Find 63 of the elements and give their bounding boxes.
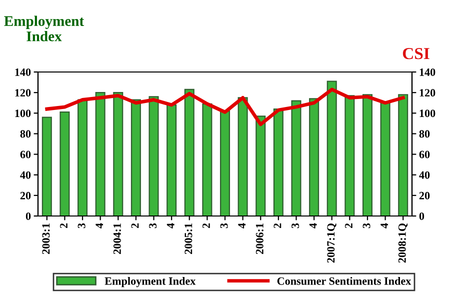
- bar: [344, 95, 355, 216]
- legend-label: Employment Index: [104, 277, 196, 288]
- bar: [148, 96, 159, 216]
- x-tick-label: 2004:1: [113, 224, 121, 254]
- y2-tick-label: 20: [419, 192, 430, 200]
- y-tick-label: 20: [20, 192, 31, 200]
- bar: [256, 116, 266, 216]
- bar: [113, 92, 124, 216]
- x-tick-label: 2005:1: [184, 224, 192, 254]
- x-tick-label: 2: [274, 223, 282, 228]
- bar: [220, 110, 230, 216]
- bar: [60, 112, 70, 216]
- x-tick-label: 4: [166, 223, 174, 228]
- bar: [95, 92, 106, 216]
- y2-tick-label: 60: [419, 150, 430, 158]
- bar: [78, 99, 88, 216]
- x-tick-label: 2: [202, 223, 210, 228]
- x-tick-label: 2003:1: [42, 224, 50, 254]
- x-tick-label: 4: [380, 223, 388, 228]
- y2-tick-label: 40: [419, 171, 430, 179]
- x-tick-label: 3: [78, 223, 86, 228]
- legend-label: Consumer Sentiments Index: [277, 277, 412, 285]
- x-tick-label: 3: [292, 223, 300, 228]
- x-tick-label: 2: [131, 223, 139, 228]
- y-tick-label: 80: [20, 130, 31, 138]
- bar: [362, 94, 372, 216]
- bar: [238, 97, 248, 216]
- y2-axis-title: CSI: [402, 48, 430, 60]
- y2-tick-label: 0: [419, 212, 424, 220]
- bar: [309, 98, 320, 216]
- x-tick-label: 4: [96, 223, 104, 228]
- bar: [380, 101, 390, 216]
- y-tick-label: 120: [15, 89, 31, 97]
- bar: [202, 103, 212, 216]
- x-tick-label: 2: [60, 223, 68, 228]
- y2-tick-label: 120: [420, 89, 436, 97]
- x-tick-label: 4: [309, 223, 317, 228]
- y-tick-label: 140: [15, 68, 31, 76]
- bar: [291, 100, 302, 216]
- bar: [184, 88, 194, 216]
- line-series: [45, 88, 405, 126]
- bar: [42, 116, 52, 216]
- y2-tick-label: 80: [419, 130, 430, 138]
- bar: [398, 94, 408, 216]
- x-tick-label: 4: [238, 223, 246, 228]
- x-tick-label: 3: [220, 223, 228, 228]
- bar: [273, 108, 284, 216]
- x-tick-label: 3: [362, 223, 370, 228]
- y-tick-label: 40: [20, 171, 31, 179]
- x-tick-label: 2008:1Q: [398, 223, 408, 263]
- y-axis-title: Employment Index: [4, 16, 84, 42]
- bar: [130, 99, 141, 216]
- bar: [326, 80, 337, 216]
- y-tick-label: 0: [26, 212, 31, 220]
- y2-tick-label: 140: [420, 68, 436, 76]
- y2-tick-label: 100: [420, 110, 436, 118]
- x-tick-label: 3: [149, 223, 157, 228]
- y-tick-label: 100: [15, 110, 31, 118]
- x-tick-label: 2007:1Q: [327, 223, 336, 263]
- x-tick-label: 2: [344, 223, 352, 228]
- x-tick-label: 2006:1: [256, 224, 264, 254]
- bar: [166, 104, 177, 216]
- y-tick-label: 60: [20, 150, 31, 158]
